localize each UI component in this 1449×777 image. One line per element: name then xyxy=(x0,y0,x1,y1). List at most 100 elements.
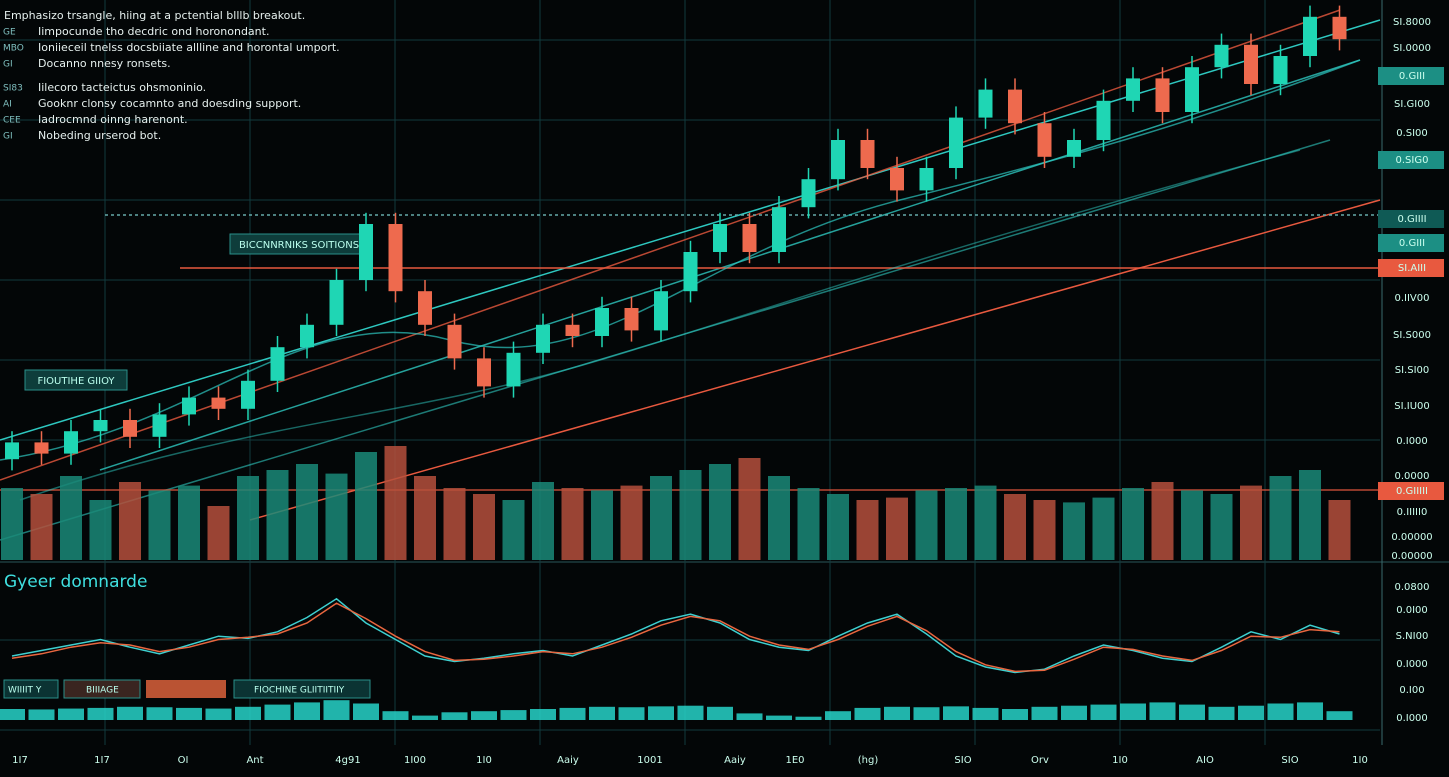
box-text: FIOUTIHE GIIOY xyxy=(37,376,115,387)
histogram-bar xyxy=(87,707,114,720)
volume-bar xyxy=(738,458,761,560)
volume-bar xyxy=(502,500,525,560)
volume-bar xyxy=(443,488,466,560)
histogram-bar xyxy=(1208,706,1235,720)
x-label: 1I0 xyxy=(1112,755,1128,766)
volume-bar xyxy=(1004,494,1026,560)
volume-bar xyxy=(561,488,584,560)
candle-body xyxy=(565,324,580,336)
note-code: AI xyxy=(3,100,12,110)
histogram-bar xyxy=(323,700,350,720)
x-label: 1I7 xyxy=(12,755,28,766)
price-label: 0.GIII xyxy=(1399,238,1425,249)
price-label: 0.GIII xyxy=(1399,71,1425,82)
note-code: MBO xyxy=(3,44,24,54)
oscillator-label: S.NI00 xyxy=(1396,631,1429,642)
histogram-bar xyxy=(1090,704,1117,720)
candle-body xyxy=(654,291,668,331)
legend-text: FIOCHINE GLIITIITIIY xyxy=(254,686,345,696)
candle-body xyxy=(1214,44,1229,68)
histogram-bar xyxy=(884,706,910,720)
price-label: SI.GI00 xyxy=(1394,99,1430,110)
volume-bar xyxy=(473,494,495,560)
histogram-bar xyxy=(412,715,438,720)
candle-body xyxy=(506,352,521,387)
histogram-bar xyxy=(146,707,173,720)
price-label: SI.AIII xyxy=(1398,263,1426,274)
candle-body xyxy=(1096,100,1111,140)
histogram-bar xyxy=(1002,709,1028,720)
histogram-bar xyxy=(1179,704,1205,720)
histogram-bar xyxy=(825,711,851,720)
volume-bar xyxy=(1210,494,1233,560)
volume-bar xyxy=(296,464,318,560)
candle-body xyxy=(477,358,491,387)
histogram-bar xyxy=(736,713,763,720)
price-box xyxy=(1378,151,1444,169)
histogram-bar xyxy=(235,706,261,720)
histogram-bar xyxy=(795,716,822,720)
histogram-bar xyxy=(1120,703,1146,720)
candle-body xyxy=(270,347,285,381)
volume-bar xyxy=(1240,485,1262,560)
volume-bar xyxy=(1181,490,1203,560)
candle-body xyxy=(713,224,727,252)
oscillator-label: 0.0I00 xyxy=(1396,605,1428,616)
note-code: SI83 xyxy=(3,84,23,94)
volume-bar xyxy=(1299,470,1321,560)
price-label: 0.GIIIII xyxy=(1396,486,1428,497)
oscillator-label: 0.0800 xyxy=(1395,582,1430,593)
volume-bar xyxy=(414,476,436,560)
candle-body xyxy=(152,414,167,437)
volume-bar xyxy=(886,497,908,560)
x-label: 1I0 xyxy=(476,755,492,766)
volume-bar xyxy=(325,473,348,560)
note-code: GE xyxy=(3,28,16,38)
x-label: 1I0 xyxy=(1352,755,1368,766)
grid xyxy=(0,0,1449,745)
price-label: SI.SI00 xyxy=(1395,365,1430,376)
candle-body xyxy=(860,140,875,168)
note: Docanno nnesy ronsets. xyxy=(38,57,171,70)
candle-body xyxy=(123,420,137,437)
x-label: AIO xyxy=(1196,755,1214,766)
candle-body xyxy=(1185,67,1199,112)
histogram-bar xyxy=(1061,705,1087,720)
histogram-bar xyxy=(500,710,527,720)
x-label: 1I7 xyxy=(94,755,110,766)
volume-bar xyxy=(384,446,407,560)
note: Iilecoro tacteictus ohsmoninio. xyxy=(38,81,206,94)
candle-body xyxy=(890,168,904,191)
candle-body xyxy=(300,324,314,348)
price-label: SI.8000 xyxy=(1393,17,1431,28)
oscillator-line xyxy=(11,597,1340,674)
candle-body xyxy=(1008,89,1022,124)
candle-body xyxy=(64,431,78,454)
candle-body xyxy=(949,117,963,168)
histogram-bar xyxy=(766,715,792,720)
x-label: Orv xyxy=(1031,755,1049,766)
candle-body xyxy=(801,179,816,208)
oscillator-line xyxy=(11,602,1340,673)
histogram-bar xyxy=(1267,703,1294,720)
candle-body xyxy=(418,291,432,325)
volume-bar xyxy=(237,476,259,560)
volume-bar xyxy=(89,500,112,560)
candle-body xyxy=(595,308,609,336)
candle-body xyxy=(93,420,108,432)
candle-body xyxy=(831,140,845,180)
x-label: (hg) xyxy=(858,755,879,766)
histogram-bar xyxy=(589,706,615,720)
volume-bar xyxy=(1151,482,1174,560)
volume-bar xyxy=(856,500,879,560)
volume-bar xyxy=(532,482,554,560)
price-label: 0.00000 xyxy=(1391,551,1432,562)
candle-body xyxy=(536,324,550,353)
note: Nobeding urserod bot. xyxy=(38,129,161,142)
volume-bar xyxy=(768,476,790,560)
volume-bar xyxy=(1,488,23,560)
histogram-bar xyxy=(707,706,733,720)
trend-lines xyxy=(0,9,1381,541)
note-code: GI xyxy=(3,60,13,70)
